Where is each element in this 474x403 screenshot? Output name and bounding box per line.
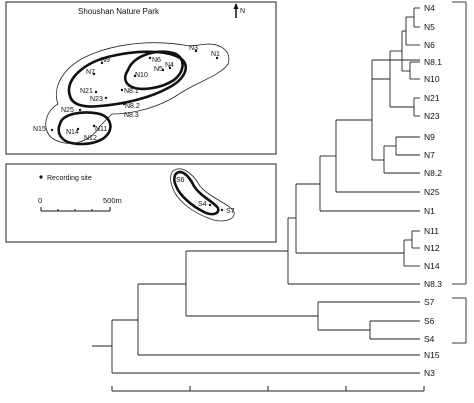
scale-bar: [40, 207, 111, 212]
site-label-n3: N3: [189, 45, 198, 52]
site-label-n14: N14: [66, 129, 79, 136]
site-label-n10: N10: [135, 72, 148, 79]
leaf-label-n8-3: N8.3: [424, 279, 442, 289]
site-label-n4: N4: [165, 62, 174, 69]
map-panel-north: [5, 1, 277, 155]
legend-label: Recording site: [47, 175, 92, 182]
leaf-label-s6: S6: [424, 316, 435, 326]
cluster-outline-south: [57, 111, 112, 146]
leaf-label-n15: N15: [424, 350, 440, 360]
north-label: N: [240, 8, 245, 15]
site-markers: [50, 49, 219, 132]
distance-axis: [111, 386, 425, 392]
south-region-outline: [170, 168, 235, 222]
site-label-n23: N23: [90, 96, 103, 103]
leaf-label-n5: N5: [424, 22, 435, 32]
scale-start-label: 0: [38, 196, 42, 205]
site-label-n21: N21: [80, 88, 93, 95]
site-label-n15: N15: [33, 126, 46, 133]
leaf-label-n8-1: N8.1: [424, 57, 442, 67]
site-label-n6: N6: [152, 57, 161, 64]
site-label-s7: S7: [226, 208, 235, 215]
leaf-label-n9: N9: [424, 132, 435, 142]
north-arrow-icon: [233, 3, 239, 18]
leaf-label-n25: N25: [424, 187, 440, 197]
site-label-n7: N7: [86, 69, 95, 76]
cluster-outline-inner: [123, 50, 184, 91]
leaf-label-n7: N7: [424, 150, 435, 160]
south-cluster-outline: [173, 170, 220, 216]
site-label-n1: N1: [211, 51, 220, 58]
legend-marker: [39, 175, 43, 179]
scale-end-label: 500m: [103, 196, 122, 205]
site-label-n12: N12: [84, 135, 97, 142]
site-label-s4: S4: [198, 201, 207, 208]
leaf-label-n12: N12: [424, 243, 440, 253]
leaf-label-n14: N14: [424, 261, 440, 271]
leaf-label-s4: S4: [424, 334, 435, 344]
cluster-outline-large: [67, 50, 187, 108]
map-title: Shoushan Nature Park: [78, 7, 160, 16]
leaf-label-n11: N11: [424, 226, 439, 236]
site-label-n8-3: N8.3: [124, 112, 139, 119]
site-label-n25: N25: [61, 107, 74, 114]
leaf-label-s7: S7: [424, 297, 435, 307]
leaf-label-n6: N6: [424, 40, 435, 50]
north-region-outline: [45, 42, 230, 144]
leaf-label-n21: N21: [424, 93, 440, 103]
map-panel-south: [5, 163, 277, 243]
site-label-n9: N9: [101, 57, 110, 64]
south-site-markers: [178, 170, 224, 212]
leaf-label-n3: N3: [424, 368, 435, 378]
site-label-n11: N11: [95, 126, 107, 133]
site-label-s6: S6: [176, 177, 185, 184]
leaf-label-n23: N23: [424, 111, 440, 121]
site-label-n8-1: N8.1: [124, 88, 139, 95]
leaf-label-n4: N4: [424, 3, 435, 13]
site-label-n5: N5: [154, 66, 163, 73]
site-label-n8-2: N8.2: [125, 103, 140, 110]
dendrogram-branches: [92, 7, 420, 374]
leaf-label-n1: N1: [424, 206, 435, 216]
leaf-label-n8-2: N8.2: [424, 168, 442, 178]
group-brackets: [452, 1, 467, 344]
leaf-label-n10: N10: [424, 74, 440, 84]
